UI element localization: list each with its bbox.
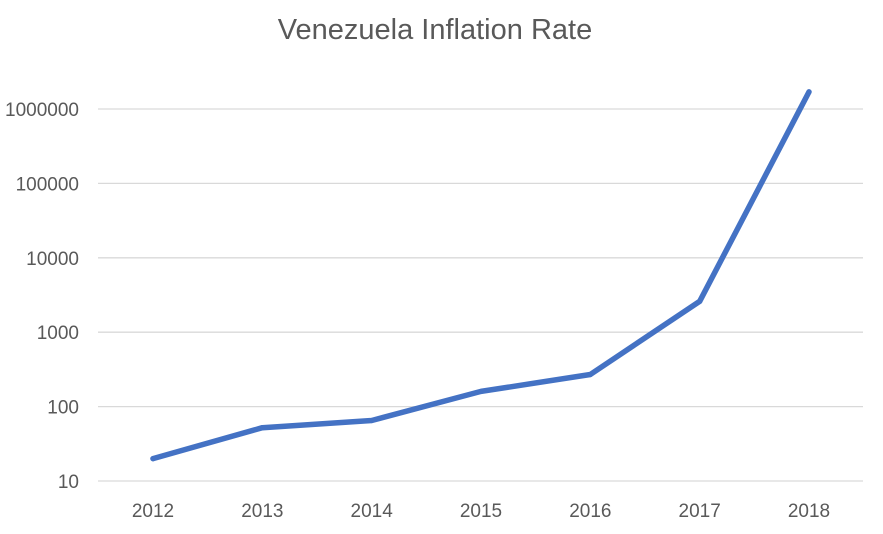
x-axis-ticks: 2012 2013 2014 2015 2016 2017 2018 <box>132 501 830 522</box>
x-tick-label: 2012 <box>132 501 174 522</box>
y-tick-label: 1000000 <box>5 100 79 121</box>
data-point-2015 <box>478 388 484 395</box>
data-point-2014 <box>369 417 375 424</box>
x-tick-label: 2013 <box>241 501 283 522</box>
data-point-2018 <box>806 89 812 95</box>
y-tick-label: 1000 <box>37 323 79 344</box>
data-point-2016 <box>587 371 593 378</box>
y-axis-ticks: 10 100 1000 10000 100000 1000000 <box>5 100 79 493</box>
x-tick-label: 2015 <box>460 501 502 522</box>
x-tick-label: 2016 <box>569 501 611 522</box>
data-point-2017 <box>697 298 703 304</box>
data-point-2013 <box>259 425 265 431</box>
y-tick-label: 10000 <box>26 249 79 270</box>
y-tick-label: 100000 <box>16 174 79 195</box>
y-tick-label: 10 <box>58 472 79 493</box>
x-tick-label: 2017 <box>679 501 721 522</box>
y-tick-label: 100 <box>47 398 79 419</box>
x-tick-label: 2014 <box>351 501 394 522</box>
data-point-2012 <box>150 456 156 462</box>
series-layer <box>150 89 812 462</box>
gridlines <box>98 108 863 482</box>
x-tick-label: 2018 <box>788 501 830 522</box>
series-line-0 <box>150 89 812 462</box>
chart-title: Venezuela Inflation Rate <box>277 14 593 46</box>
